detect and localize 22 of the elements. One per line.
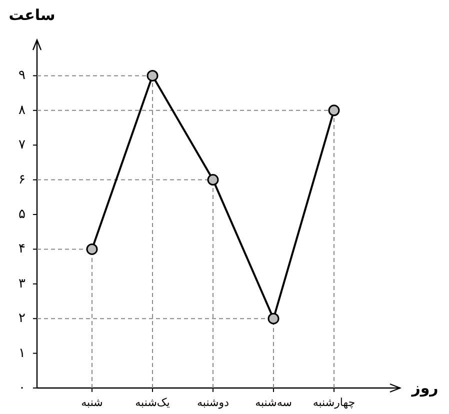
y-axis-title: ساعت (8, 6, 56, 24)
y-tick-label: ۰ (18, 380, 26, 396)
x-axis-title: روز (410, 379, 438, 397)
point (268, 312, 280, 324)
x-tick-label: یک‌شنبه (135, 396, 170, 409)
x-tick-label: دوشنبه (197, 396, 230, 409)
y-tick-label: ۹ (18, 68, 26, 84)
point (328, 104, 340, 116)
x-tick-label: چهارشنبه (312, 396, 356, 409)
y-tick-label: ۳ (18, 276, 26, 292)
y-tick-label: ۷ (18, 138, 26, 153)
x-tick-label: شنبه (81, 396, 103, 409)
y-tick-label: ۲ (18, 311, 26, 326)
point (86, 243, 98, 255)
point (146, 70, 158, 82)
point (207, 174, 219, 186)
y-tick-label: ۵ (18, 207, 26, 222)
y-tick-label: ۶ (18, 172, 26, 188)
y-tick-label: ۱ (18, 346, 26, 361)
y-tick-label: ۴ (18, 242, 26, 257)
y-tick-label: ۸ (18, 102, 26, 118)
x-tick-label: سه‌شنبه (255, 396, 292, 409)
